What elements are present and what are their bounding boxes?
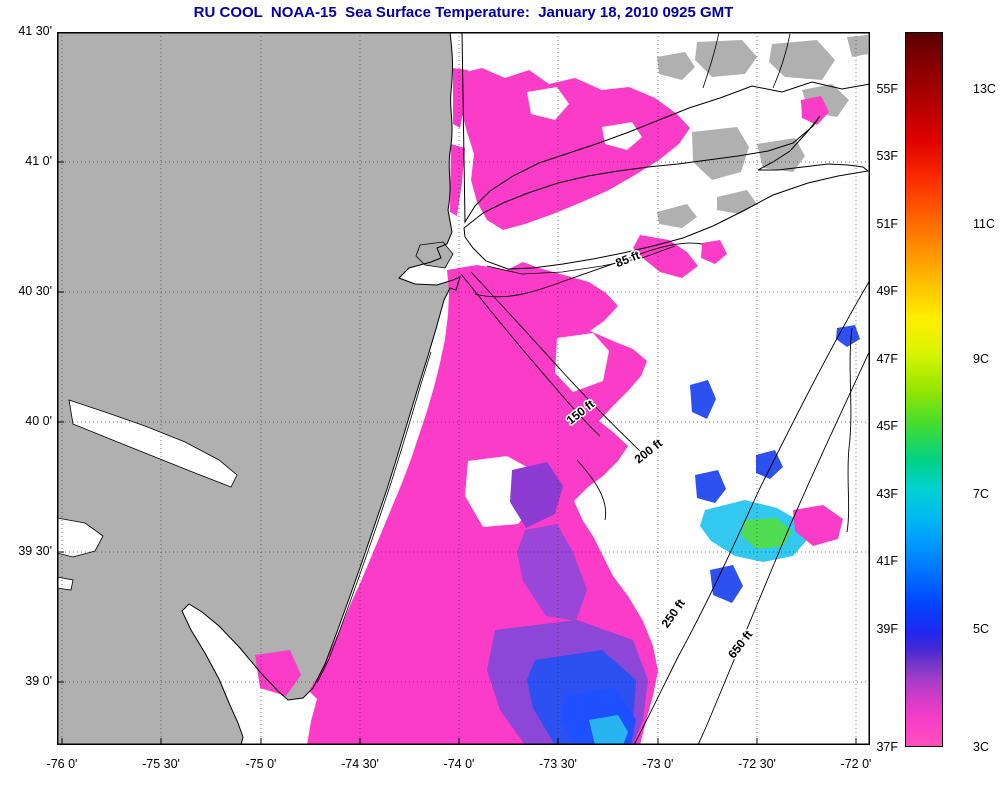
axis-ticks [57,32,857,745]
x-tick-label: -73 30' [539,757,577,771]
y-tick-label: 40 0' [25,414,52,428]
y-tick-label: 40 30' [18,284,52,298]
sst-patch-purple [517,524,587,621]
cloud-gap [602,122,642,150]
colorbar-f-label: 55F [876,82,898,96]
colorbar-c-label: 9C [973,352,989,366]
sst-patch-blue [836,325,860,347]
cloud-gap [555,333,609,392]
x-tick-label: -75 0' [245,757,277,771]
staten-island [415,241,454,269]
sst-patch-blue [690,380,716,419]
x-tick-label: -73 0' [642,757,674,771]
colorbar-f-label: 43F [876,487,898,501]
sst-patch [633,235,698,278]
contour-200ft [470,271,642,453]
sst-patch-blue [756,450,783,479]
barrier-island-li [486,245,676,275]
colorbar-f-label: 51F [876,217,898,231]
cloud-gap [527,87,569,120]
contour-85ft [474,242,703,298]
colorbar-c-label: 7C [973,487,989,501]
contour-650ft [697,349,870,745]
sst-patch [701,240,727,264]
sst-map-canvas: 85 ft 150 ft 200 ft 250 ft 650 ft [57,32,870,745]
colorbar-c-label: 13C [973,82,996,96]
land-patch [769,40,835,80]
colorbar-c-label: 5C [973,622,989,636]
colorbar-f-label: 45F [876,419,898,433]
sst-patch-bay [255,650,301,696]
colorbar-f-label: 53F [876,149,898,163]
coastline-long-island [463,115,870,270]
land-patch [717,190,757,214]
barrier-island-nj [316,351,432,684]
land-patch [695,40,757,77]
sst-data-layer [255,68,860,745]
x-tick-label: -74 0' [443,757,475,771]
sst-patch-blue [695,470,726,503]
sst-patch-eddy-green [741,518,792,549]
x-tick-label: -76 0' [46,757,78,771]
sst-patch-hudson [453,68,468,128]
contour-250ft [633,279,870,745]
y-tick-label: 39 30' [18,544,52,558]
colorbar-f-label: 39F [876,622,898,636]
sst-patch-sound [456,68,690,230]
x-tick-label: -72 30' [738,757,776,771]
coastline-layer [57,32,870,745]
bathymetry-layer [460,242,870,745]
plot-border [57,32,870,745]
contour-shelf [846,327,853,533]
x-tick-label: -72 0' [840,757,872,771]
land-layer [57,32,870,745]
land-patch [692,127,749,180]
sst-patch [801,96,829,125]
y-tick-label: 41 30' [18,24,52,38]
colorbar-f-label: 41F [876,554,898,568]
chesapeake-head [57,517,104,558]
land-patch [847,35,868,57]
y-tick-label: 41 0' [25,154,52,168]
y-tick-label: 39 0' [25,674,52,688]
sst-patch-blue [710,565,743,603]
sst-patch-cyan [589,715,628,745]
colorbar-c-label: 11C [973,217,996,231]
river-line [772,33,791,89]
delaware-river [68,399,238,488]
contour-150ft [460,273,601,437]
colorbar-f-label: 37F [876,740,898,754]
colorbar-f-label: 49F [876,284,898,298]
river-line [702,32,720,89]
coastal-notch [57,576,74,591]
land-patch [657,52,695,80]
figure-title: RU COOL NOAA-15 Sea Surface Temperature:… [193,4,734,21]
x-tick-label: -75 30' [142,757,180,771]
x-tick-label: -74 30' [341,757,379,771]
colorbar-f-label: 47F [876,352,898,366]
land-patch [657,204,697,228]
grid-lines [57,32,870,745]
colorbar-gradient [905,32,943,747]
sst-patch-purple [510,462,563,528]
land-patch [757,138,805,172]
colorbar-c-label: 3C [973,740,989,754]
sst-patch [793,505,843,546]
contour-valley [576,459,607,521]
